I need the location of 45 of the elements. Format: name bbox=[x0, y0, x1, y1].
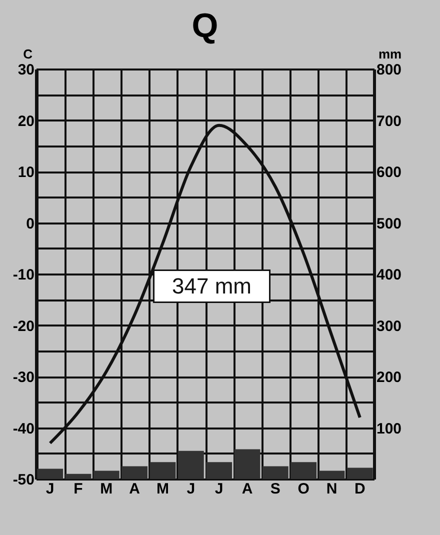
x-tick-label: N bbox=[326, 480, 338, 498]
x-tick-label: M bbox=[156, 480, 169, 498]
y-tick-label: -40 bbox=[12, 420, 34, 438]
bar bbox=[37, 468, 64, 479]
bar bbox=[150, 462, 176, 479]
y2-tick-label: 800 bbox=[376, 62, 402, 78]
y2-tick-label: 100 bbox=[376, 420, 402, 438]
x-tick-label: S bbox=[270, 480, 280, 498]
bar bbox=[290, 462, 317, 479]
bar bbox=[206, 462, 232, 479]
y2-tick-label: 300 bbox=[376, 318, 402, 335]
x-tick-label: A bbox=[242, 480, 253, 498]
annotation: 347 mm bbox=[172, 273, 252, 298]
bar bbox=[318, 470, 345, 479]
bar bbox=[65, 474, 92, 479]
x-tick-label: J bbox=[186, 480, 196, 498]
y-tick-label: -20 bbox=[12, 318, 34, 335]
y-tick-label: 0 bbox=[26, 215, 34, 232]
y-tick-label: -10 bbox=[12, 266, 34, 284]
x-tick-label: A bbox=[129, 480, 140, 498]
bar bbox=[93, 470, 120, 479]
bar bbox=[122, 466, 148, 479]
bar bbox=[178, 450, 204, 479]
y-tick-label: -30 bbox=[12, 369, 34, 386]
y-tick-label: 30 bbox=[18, 62, 34, 78]
bar bbox=[234, 449, 260, 479]
x-tick-label: D bbox=[354, 480, 366, 498]
y2-tick-label: 700 bbox=[376, 112, 402, 130]
y-tick-label: -50 bbox=[12, 472, 34, 488]
y-tick-label: 10 bbox=[18, 164, 34, 181]
y2-tick-label: 600 bbox=[376, 164, 402, 181]
bar bbox=[346, 468, 373, 479]
y2-tick-label: 500 bbox=[376, 215, 402, 232]
bar bbox=[262, 466, 288, 479]
chart-title: Q bbox=[192, 7, 218, 45]
y-tick-label: 20 bbox=[18, 112, 34, 130]
x-tick-label: M bbox=[100, 480, 113, 498]
y-axis-title: C bbox=[23, 46, 34, 62]
y2-tick-label: 200 bbox=[376, 369, 402, 386]
x-tick-label: O bbox=[298, 480, 310, 498]
x-tick-label: J bbox=[46, 480, 54, 498]
x-tick-label: J bbox=[214, 480, 224, 498]
x-tick-label: F bbox=[74, 480, 83, 498]
y2-axis-title: mm bbox=[378, 46, 402, 62]
y2-tick-label: 400 bbox=[376, 266, 402, 284]
